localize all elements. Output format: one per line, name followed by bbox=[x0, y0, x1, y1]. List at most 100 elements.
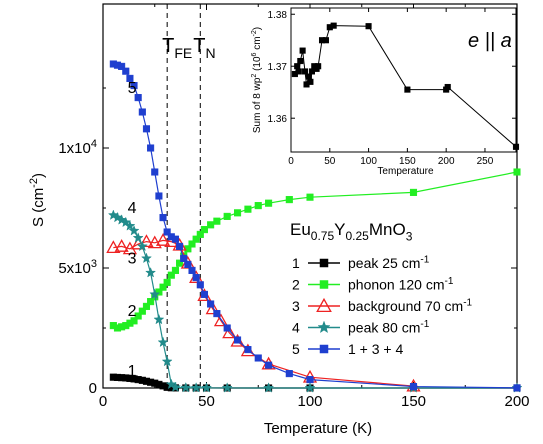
series-number-label: 3 bbox=[128, 250, 137, 267]
inset-x-axis-label: Temperature bbox=[377, 166, 434, 177]
data-point bbox=[130, 82, 138, 90]
data-point bbox=[180, 254, 188, 262]
data-point bbox=[409, 188, 418, 196]
data-point bbox=[138, 307, 146, 315]
series-number-label: 1 bbox=[128, 363, 137, 380]
data-point bbox=[147, 298, 155, 306]
series-number-label: 5 bbox=[128, 80, 137, 97]
legend-number: 4 bbox=[292, 320, 300, 336]
inset-data-point bbox=[295, 68, 302, 75]
data-point bbox=[213, 217, 221, 225]
inset-data-point bbox=[365, 23, 372, 30]
data-point bbox=[159, 214, 167, 222]
legend-marker bbox=[319, 344, 329, 354]
data-point bbox=[306, 193, 314, 201]
compound-label: Eu0.75Y0.25MnO3 bbox=[290, 220, 413, 243]
data-point bbox=[409, 383, 418, 391]
transition-label: TN bbox=[193, 35, 215, 61]
data-point bbox=[244, 205, 252, 213]
data-point bbox=[140, 252, 153, 264]
data-point bbox=[234, 336, 242, 344]
legend-marker bbox=[319, 258, 329, 268]
data-point bbox=[147, 144, 155, 152]
data-point bbox=[126, 74, 134, 82]
data-point bbox=[205, 301, 220, 315]
inset-data-point bbox=[512, 143, 520, 150]
data-point bbox=[114, 239, 129, 252]
data-point bbox=[134, 312, 142, 320]
series-line bbox=[113, 63, 518, 389]
inset-x-tick-label: 250 bbox=[477, 156, 494, 167]
data-point bbox=[265, 361, 273, 369]
data-point bbox=[149, 288, 161, 300]
inset-y-axis-label: Sum of 8 wp2 (106 cm-2) bbox=[251, 27, 263, 133]
data-point bbox=[124, 220, 136, 231]
y-tick-label: 1x104 bbox=[58, 138, 97, 157]
data-point bbox=[134, 94, 142, 102]
data-point bbox=[130, 317, 138, 325]
data-point bbox=[196, 230, 204, 238]
legend-number: 5 bbox=[292, 341, 300, 357]
data-point bbox=[161, 355, 173, 367]
data-point bbox=[153, 313, 165, 325]
x-tick-label: 200 bbox=[504, 393, 529, 410]
data-point bbox=[213, 310, 221, 318]
data-point bbox=[200, 290, 208, 298]
series-4 bbox=[107, 209, 523, 393]
legend-label: peak 80 cm-1 bbox=[348, 319, 430, 336]
data-point bbox=[513, 384, 521, 392]
legend-marker bbox=[317, 320, 331, 334]
data-point bbox=[157, 336, 169, 348]
inset-data-point bbox=[297, 57, 304, 65]
data-point bbox=[171, 235, 179, 243]
data-point bbox=[254, 202, 262, 210]
series-number-label: 2 bbox=[128, 303, 137, 320]
data-point bbox=[213, 313, 229, 327]
inset-series bbox=[291, 22, 520, 150]
data-point bbox=[118, 62, 126, 70]
legend-label: background 70 cm-1 bbox=[348, 297, 473, 314]
inset-x-tick-label: 200 bbox=[438, 156, 455, 167]
inset-y-tick-label: 1.36 bbox=[268, 114, 288, 125]
data-point bbox=[176, 242, 184, 250]
data-point bbox=[304, 382, 316, 393]
data-point bbox=[138, 108, 146, 116]
x-tick-label: 0 bbox=[99, 393, 107, 410]
x-tick-label: 50 bbox=[198, 393, 215, 410]
data-point bbox=[139, 234, 154, 248]
data-point bbox=[207, 300, 215, 308]
inset-data-point bbox=[315, 63, 322, 70]
data-point bbox=[223, 324, 231, 332]
data-point bbox=[142, 302, 151, 310]
data-point bbox=[192, 274, 200, 282]
legend-marker bbox=[319, 280, 329, 289]
data-point bbox=[171, 266, 179, 274]
data-point bbox=[106, 240, 121, 254]
data-point bbox=[184, 260, 192, 268]
inset-data-point bbox=[330, 22, 337, 29]
data-point bbox=[145, 266, 157, 278]
data-point bbox=[234, 209, 242, 217]
transition-label: TFE bbox=[162, 35, 192, 61]
data-point bbox=[155, 192, 163, 200]
data-point bbox=[222, 325, 237, 339]
x-tick-label: 100 bbox=[297, 393, 322, 410]
data-point bbox=[263, 382, 275, 393]
inset-y-tick-label: 1.38 bbox=[268, 10, 288, 21]
data-point bbox=[188, 240, 196, 248]
legend-label: phonon 120 cm-1 bbox=[348, 276, 454, 293]
data-point bbox=[163, 278, 171, 286]
x-tick-label: 150 bbox=[401, 393, 426, 410]
inset-x-tick-label: 0 bbox=[288, 156, 294, 167]
data-point bbox=[192, 235, 200, 243]
data-point bbox=[188, 266, 196, 274]
data-point bbox=[306, 376, 314, 384]
data-point bbox=[169, 381, 181, 393]
inset-data-point bbox=[307, 78, 314, 85]
data-point bbox=[244, 346, 252, 354]
inset-data-point bbox=[299, 47, 306, 54]
data-point bbox=[223, 212, 231, 220]
data-point bbox=[136, 240, 148, 252]
inset-data-point bbox=[301, 68, 309, 75]
